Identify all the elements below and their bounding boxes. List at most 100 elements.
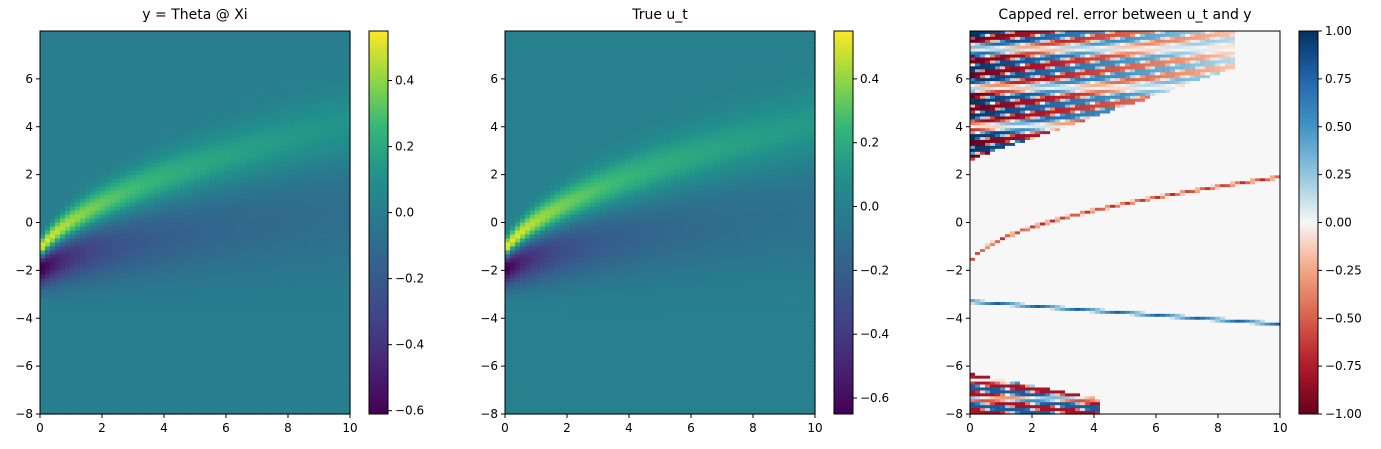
heatmap-cell xyxy=(235,258,241,263)
heatmap-cell xyxy=(55,54,61,60)
heatmap-cell xyxy=(195,270,201,275)
heatmap-cell xyxy=(215,406,221,411)
heatmap-cell xyxy=(50,250,56,256)
heatmap-cell xyxy=(280,238,286,244)
heatmap-cell xyxy=(70,386,76,391)
heatmap-cell xyxy=(150,258,156,263)
heatmap-cell xyxy=(175,74,181,80)
heatmap-cell xyxy=(145,34,151,40)
heatmap-cell xyxy=(260,146,266,152)
heatmap-cell xyxy=(50,238,56,244)
heatmap-cell xyxy=(230,270,236,275)
heatmap-cell xyxy=(250,242,256,248)
heatmap-cell xyxy=(200,270,206,275)
heatmap-cell xyxy=(235,334,241,339)
heatmap-cell xyxy=(85,314,91,319)
heatmap-cell xyxy=(45,78,51,84)
heatmap-cell xyxy=(205,150,211,156)
heatmap-cell xyxy=(260,70,266,76)
heatmap-cell xyxy=(270,358,276,363)
heatmap-cell xyxy=(165,386,171,391)
heatmap-cell xyxy=(165,342,171,347)
heatmap-cell xyxy=(210,310,216,315)
heatmap-cell xyxy=(145,58,151,64)
heatmap-cell xyxy=(235,298,241,303)
heatmap-cell xyxy=(85,406,91,411)
heatmap-cell xyxy=(230,362,236,367)
heatmap-cell xyxy=(270,74,276,80)
heatmap-cell xyxy=(140,302,146,307)
heatmap-cell xyxy=(65,326,71,331)
heatmap-cell xyxy=(85,74,91,80)
heatmap-cell xyxy=(160,38,166,44)
heatmap-cell xyxy=(60,378,66,383)
heatmap-cell xyxy=(115,234,121,240)
heatmap-cell xyxy=(225,242,231,248)
heatmap-cell xyxy=(120,398,126,403)
heatmap-cell xyxy=(255,206,261,212)
heatmap-cell xyxy=(130,322,136,327)
heatmap-cell xyxy=(255,286,261,291)
heatmap-cell xyxy=(135,162,141,168)
heatmap-cell xyxy=(60,162,66,168)
heatmap-cell xyxy=(200,178,206,184)
heatmap-cell xyxy=(220,298,226,303)
heatmap-cell xyxy=(225,290,231,295)
heatmap-cell xyxy=(230,66,236,72)
heatmap-cell xyxy=(100,202,106,208)
heatmap-cell xyxy=(225,154,231,160)
heatmap-cell xyxy=(100,402,106,407)
heatmap-cell xyxy=(210,230,216,236)
heatmap-cell xyxy=(165,362,171,367)
heatmap-cell xyxy=(135,298,141,303)
heatmap-cell xyxy=(205,174,211,180)
heatmap-cell xyxy=(295,42,301,48)
heatmap-cell xyxy=(290,406,296,411)
heatmap-cell xyxy=(260,370,266,375)
heatmap-cell xyxy=(80,386,86,391)
heatmap-cell xyxy=(105,146,111,152)
heatmap-cell xyxy=(155,222,161,228)
heatmap-cell xyxy=(270,86,276,92)
heatmap-cell xyxy=(110,206,116,212)
heatmap-cell xyxy=(265,198,271,204)
heatmap-cell xyxy=(50,210,56,216)
heatmap-cell xyxy=(120,126,126,132)
heatmap-cell xyxy=(70,246,76,252)
heatmap-cell xyxy=(220,306,226,311)
heatmap-cell xyxy=(155,38,161,44)
heatmap-cell xyxy=(45,210,51,216)
heatmap-cell xyxy=(225,390,231,395)
heatmap-cell xyxy=(265,42,271,48)
heatmap-cell xyxy=(275,334,281,339)
heatmap-cell xyxy=(240,34,246,40)
heatmap-cell xyxy=(125,114,131,120)
heatmap-cell xyxy=(95,182,101,188)
heatmap-cell xyxy=(130,326,136,331)
heatmap-cell xyxy=(125,234,131,240)
heatmap-cell xyxy=(285,238,291,244)
heatmap-cell xyxy=(195,378,201,383)
heatmap-cell xyxy=(205,354,211,359)
heatmap-cell xyxy=(145,222,151,228)
heatmap-cell xyxy=(55,402,61,407)
heatmap-cell xyxy=(210,170,216,176)
heatmap-cell xyxy=(105,402,111,407)
heatmap-cell xyxy=(75,230,81,236)
heatmap-cell xyxy=(85,146,91,152)
heatmap-cell xyxy=(185,278,191,283)
heatmap-cell xyxy=(60,302,66,307)
heatmap-cell xyxy=(205,370,211,375)
heatmap-cell xyxy=(245,378,251,383)
heatmap-cell xyxy=(240,282,246,287)
heatmap-cell xyxy=(205,350,211,355)
heatmap-cell xyxy=(245,74,251,80)
heatmap-cell xyxy=(280,70,286,76)
heatmap-cell xyxy=(215,238,221,244)
heatmap-cell xyxy=(295,318,301,323)
heatmap-cell xyxy=(50,146,56,152)
heatmap-cell xyxy=(60,370,66,375)
heatmap-cell xyxy=(160,78,166,84)
heatmap-cell xyxy=(270,266,276,271)
heatmap-cell xyxy=(40,222,46,228)
